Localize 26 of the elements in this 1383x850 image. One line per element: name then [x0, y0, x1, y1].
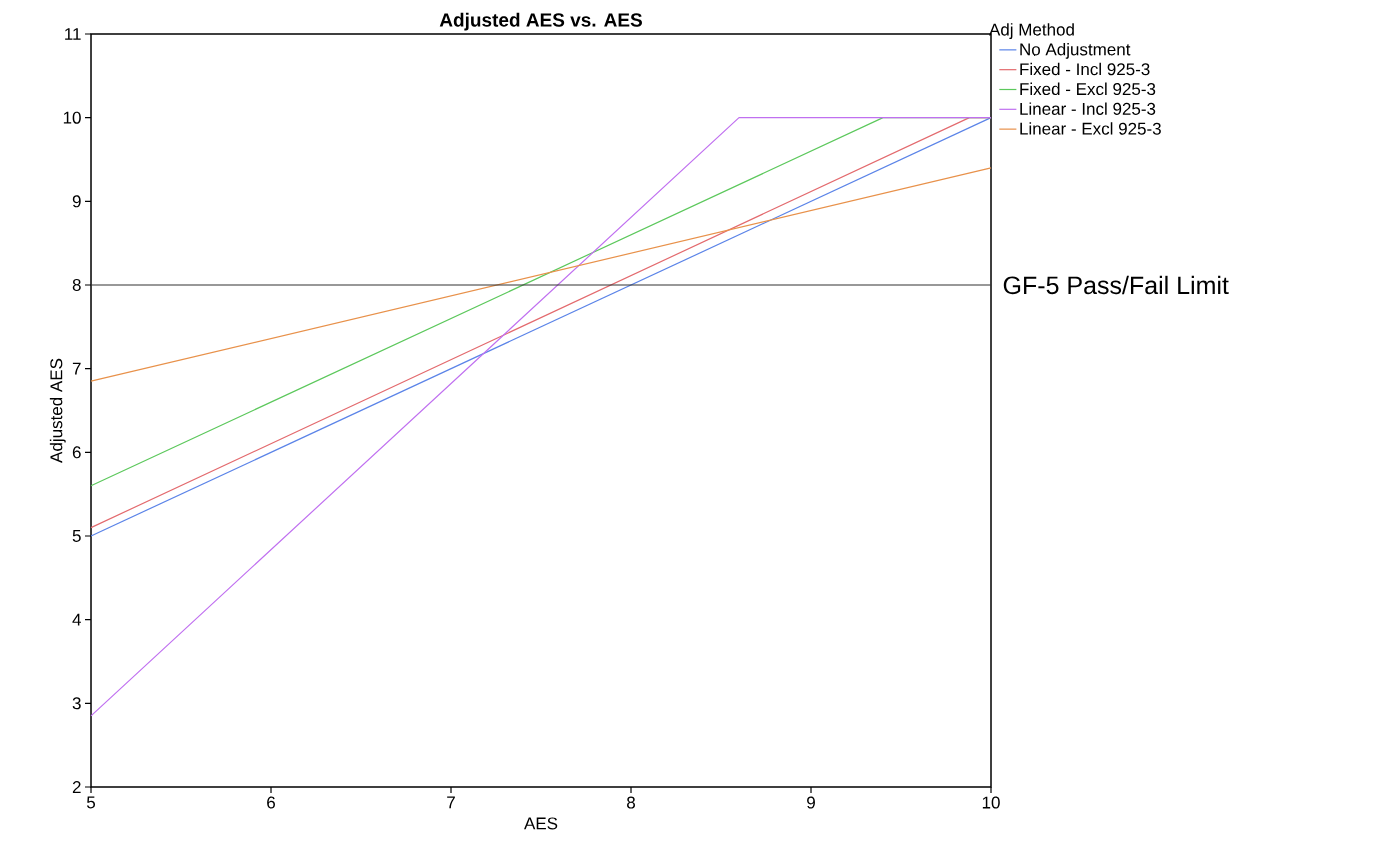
legend-label: No Adjustment	[1020, 42, 1131, 59]
x-tick-label: 8	[627, 796, 635, 809]
x-tick-label: 5	[86, 796, 96, 809]
x-axis-title: AES	[524, 817, 558, 830]
y-tick-label: 3	[72, 697, 81, 710]
y-tick-label: 5	[72, 530, 81, 542]
legend-label: Fixed - Incl 925-3	[1020, 62, 1150, 76]
y-tick-label: 9	[72, 195, 81, 208]
x-tick-label: 6	[267, 796, 275, 809]
y-tick-label: 7	[72, 362, 81, 375]
x-tick-label: 9	[807, 796, 815, 809]
legend-label: Linear - Excl 925-3	[1020, 122, 1161, 135]
legend-label: Fixed - Excl 925-3	[1020, 82, 1156, 96]
ref-line-label: GF-5 Pass/Fail Limit	[1003, 275, 1229, 295]
y-tick-label: 8	[72, 278, 81, 292]
y-axis-title: Adjusted AES	[49, 358, 66, 463]
y-tick-label: 11	[65, 28, 81, 40]
y-tick-label: 4	[72, 613, 81, 626]
x-tick-label: 7	[447, 796, 455, 809]
x-tick-label: 10	[982, 796, 1000, 809]
y-tick-label: 6	[72, 446, 81, 459]
y-tick-label: 10	[63, 111, 81, 124]
chart-title: Adjusted AES vs. AES	[439, 12, 642, 31]
legend-title: Adj Method	[989, 23, 1074, 39]
legend-label: Linear - Incl 925-3	[1020, 102, 1156, 115]
y-tick-label: 2	[72, 781, 81, 793]
